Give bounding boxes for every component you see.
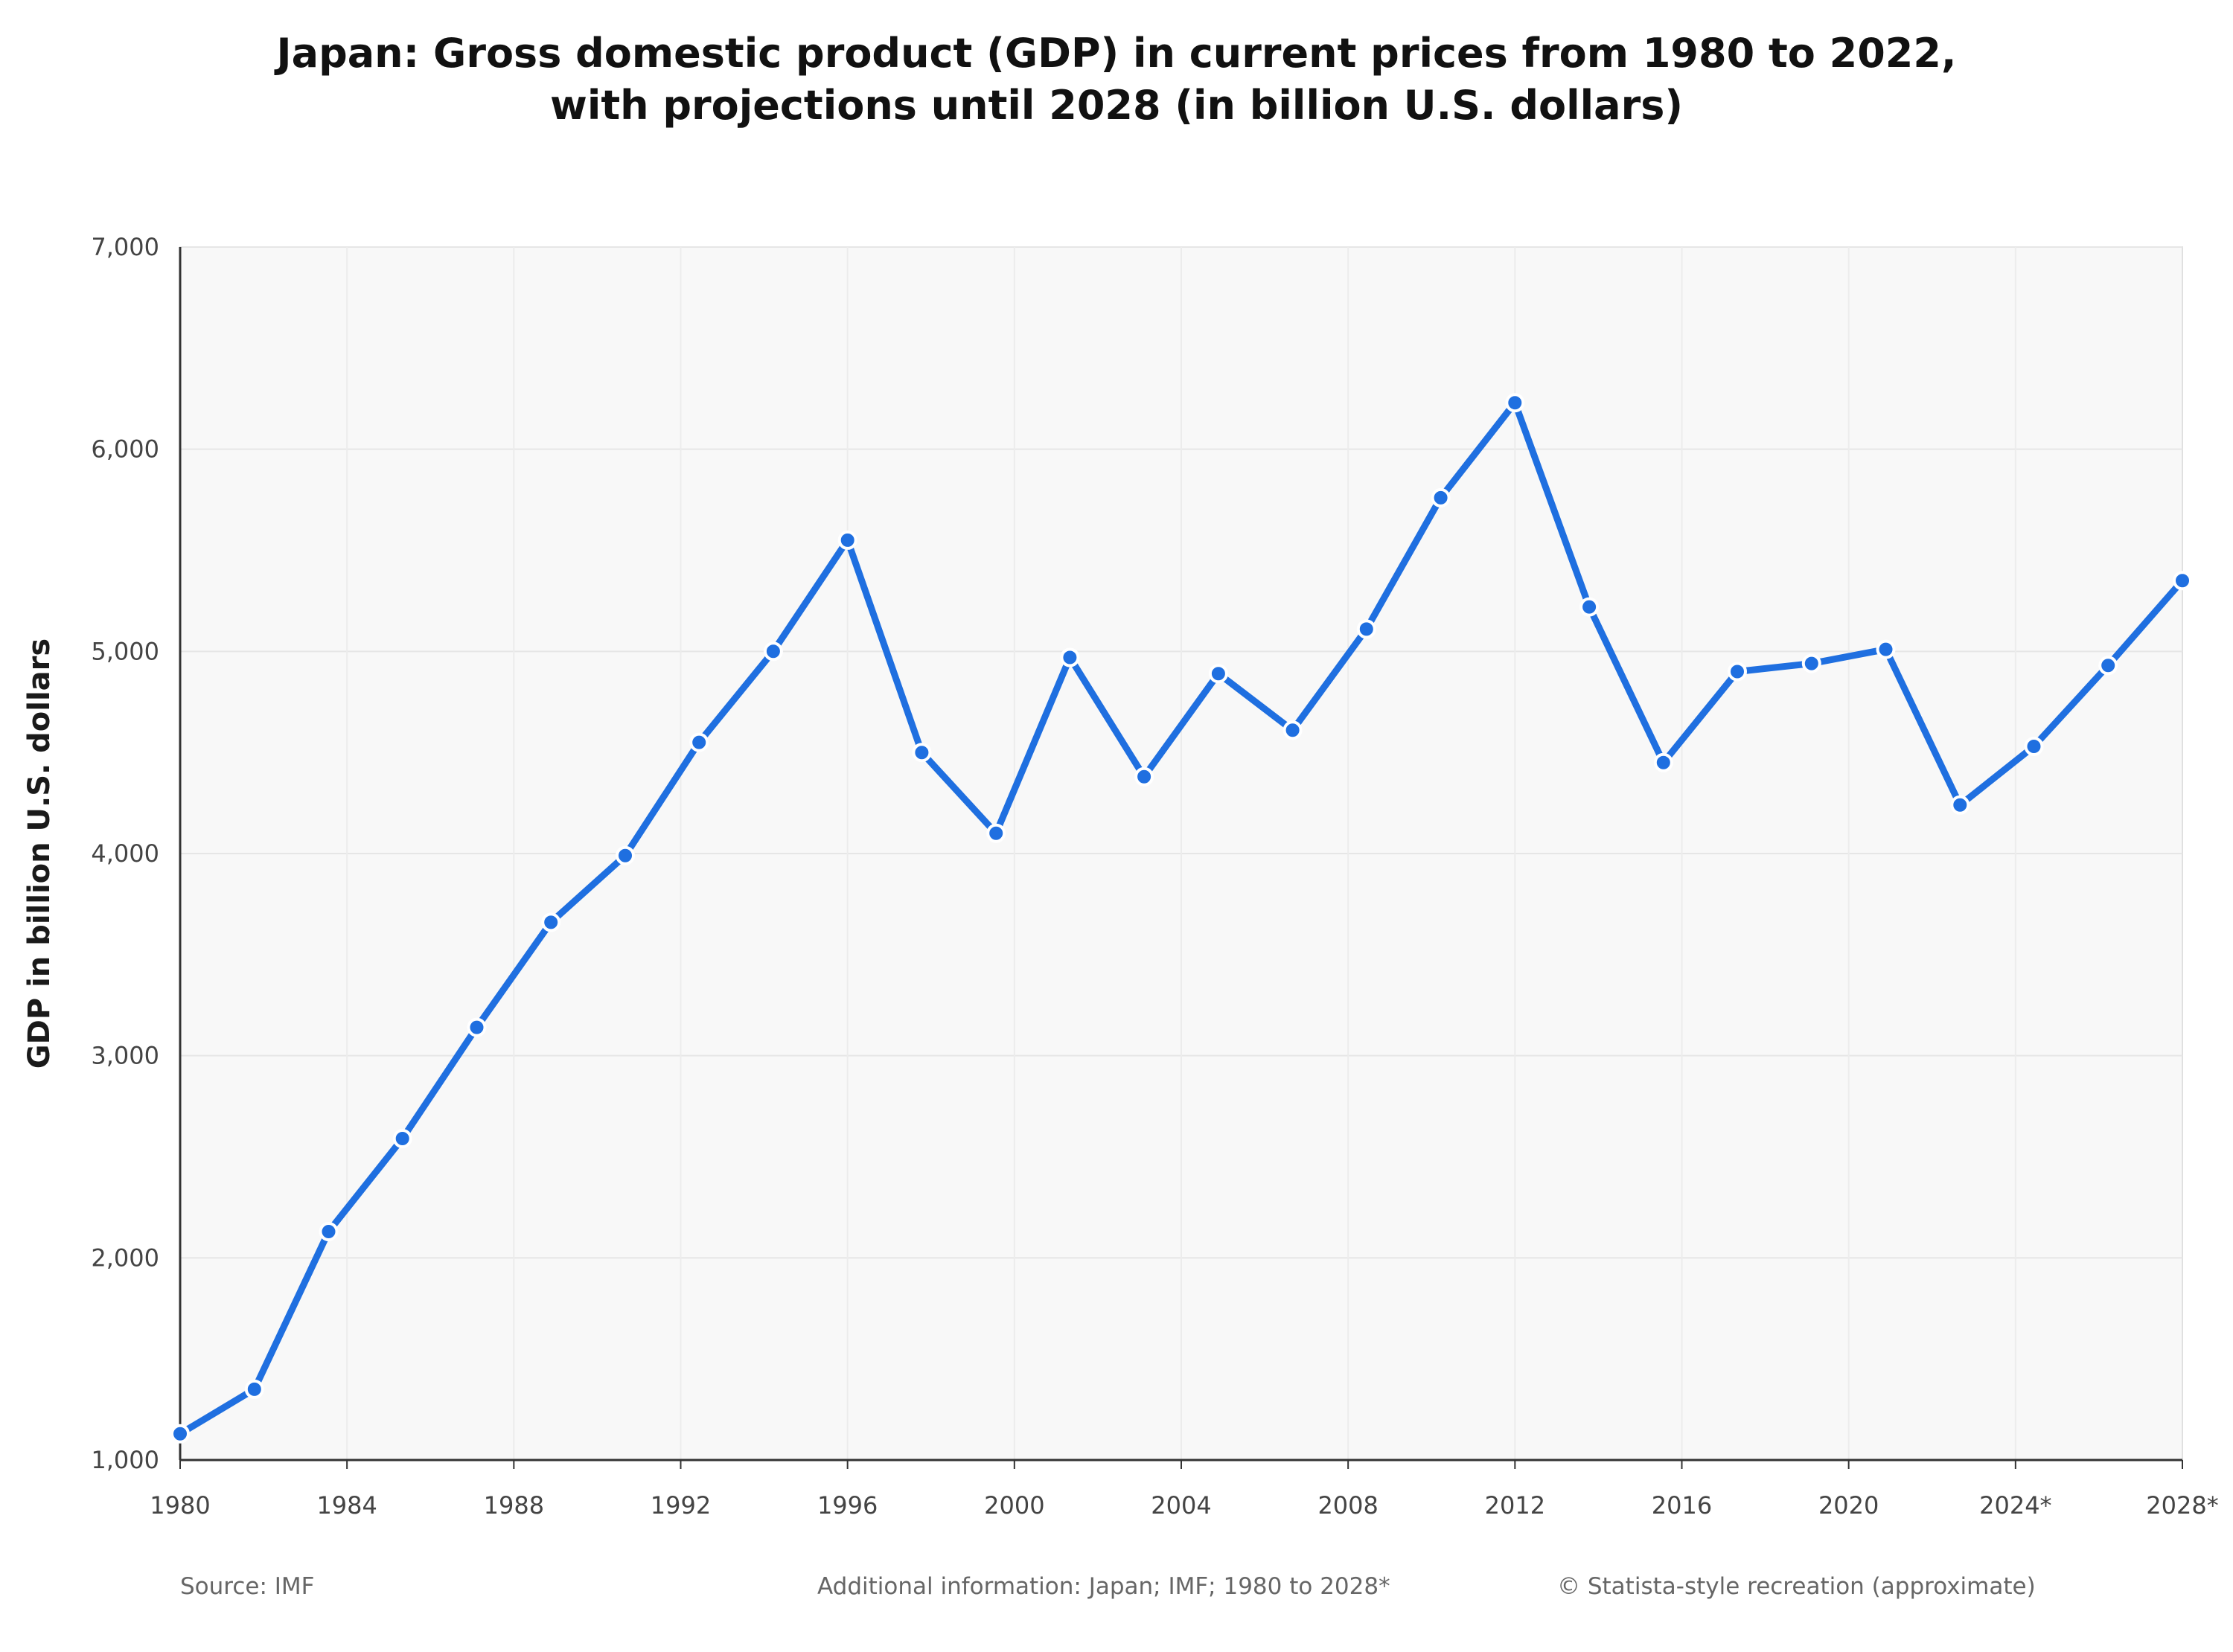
copyright-note: © Statista-style recreation (approximate… [1557, 1573, 2036, 1600]
x-tick-label: 1996 [817, 1491, 878, 1520]
source-note: Source: IMF [180, 1573, 315, 1600]
x-tick-label: 1980 [150, 1491, 210, 1520]
data-point[interactable] [912, 743, 932, 763]
data-point[interactable] [1728, 662, 1747, 682]
x-tick-label: 1984 [316, 1491, 377, 1520]
data-point[interactable] [1060, 647, 1080, 667]
data-point[interactable] [1134, 766, 1154, 787]
x-tick-label: 2024* [1979, 1491, 2051, 1520]
x-tick-label: 2020 [1818, 1491, 1879, 1520]
gridlines [180, 246, 2182, 1460]
data-point[interactable] [319, 1222, 339, 1241]
chart-title-line-1: Japan: Gross domestic product (GDP) in c… [274, 30, 1957, 77]
data-point[interactable] [541, 912, 561, 932]
y-tick-label: 5,000 [91, 637, 159, 665]
y-tick-label: 3,000 [91, 1042, 159, 1070]
series-gdp [170, 393, 2192, 1444]
data-point[interactable] [1876, 639, 1896, 659]
data-point[interactable] [1431, 487, 1451, 508]
x-tick-label: 2012 [1485, 1491, 1545, 1520]
x-tick-label: 2004 [1151, 1491, 1211, 1520]
x-tick-label: 2008 [1317, 1491, 1378, 1520]
data-point[interactable] [2024, 737, 2044, 756]
data-point[interactable] [689, 732, 709, 752]
series-line [176, 399, 2186, 1438]
data-point[interactable] [1579, 597, 1600, 617]
chart-title-line-2: with projections until 2028 (in billion … [550, 82, 1683, 129]
x-tick-label: 2028* [2146, 1491, 2218, 1520]
data-point[interactable] [837, 530, 857, 550]
data-point[interactable] [1801, 653, 1821, 673]
data-point[interactable] [2098, 656, 2118, 676]
x-tick-label: 1992 [651, 1491, 711, 1520]
data-point[interactable] [1653, 752, 1673, 772]
x-tick-label: 2016 [1652, 1491, 1712, 1520]
y-tick-label: 4,000 [91, 839, 159, 868]
y-tick-label: 1,000 [91, 1446, 159, 1474]
y-axis-label: GDP in billion U.S. dollars [22, 638, 57, 1069]
data-point[interactable] [244, 1379, 264, 1399]
data-point[interactable] [467, 1017, 487, 1037]
data-point[interactable] [1208, 664, 1228, 684]
data-point[interactable] [1356, 619, 1376, 639]
x-axis-ticks: 1980 1984 1988 1992 1996 2000 2004 2008 2012 2016… [150, 1460, 2219, 1520]
data-point[interactable] [1950, 795, 1970, 815]
data-point[interactable] [1282, 720, 1303, 740]
data-point[interactable] [2173, 571, 2192, 591]
data-point[interactable] [170, 1424, 190, 1444]
y-tick-label: 7,000 [91, 233, 159, 261]
x-tick-label: 2000 [984, 1491, 1044, 1520]
y-axis-ticks: 1,000 2,000 3,000 4,000 5,000 6,000 7,000 [91, 233, 159, 1474]
additional-info: Additional information: Japan; IMF; 1980… [817, 1573, 1390, 1600]
data-point[interactable] [616, 845, 635, 865]
data-point[interactable] [1505, 393, 1525, 413]
data-point[interactable] [763, 641, 783, 662]
data-point[interactable] [986, 823, 1006, 843]
y-tick-label: 6,000 [91, 435, 159, 464]
data-point[interactable] [392, 1129, 412, 1148]
x-tick-label: 1988 [484, 1491, 544, 1520]
y-tick-label: 2,000 [91, 1243, 159, 1272]
